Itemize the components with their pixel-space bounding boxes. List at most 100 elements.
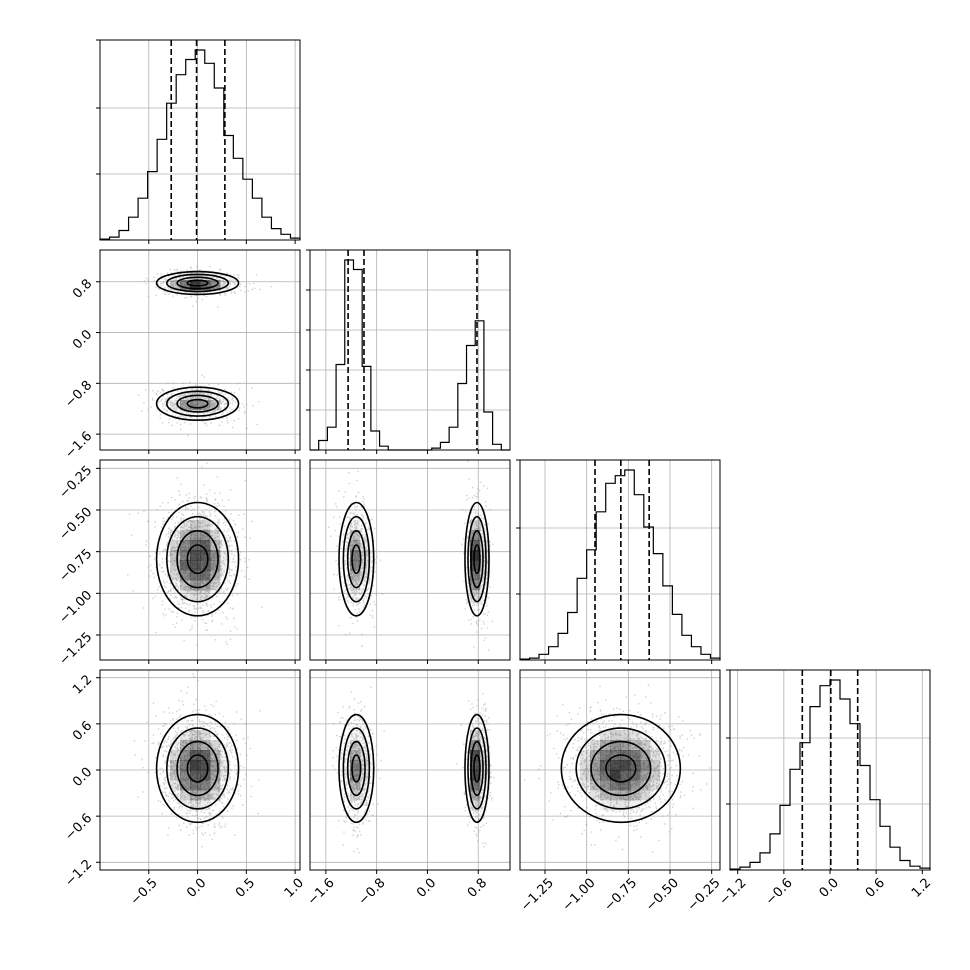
density-cell — [210, 580, 221, 591]
density-cell — [360, 570, 371, 581]
hist-line-1 — [99, 49, 301, 240]
density-cell — [640, 750, 651, 761]
density-cell — [630, 770, 641, 781]
density-cell — [180, 780, 191, 791]
density-cell — [350, 760, 361, 771]
density-cell — [600, 800, 611, 811]
scatter-panel-4-2 — [309, 669, 511, 874]
density-cell — [190, 570, 201, 581]
contour-4-1-1-1-4 — [186, 754, 209, 783]
density-cell — [610, 740, 621, 751]
density-cell — [470, 530, 481, 541]
contour-3-2-1-1-3 — [346, 530, 366, 589]
density-cell — [470, 730, 481, 741]
contour-3-2-1-1-4 — [351, 544, 362, 575]
x-tick-label-3-2: −1.00 — [560, 876, 599, 915]
density-cell — [470, 740, 481, 751]
density-cell — [350, 730, 361, 741]
contour-2-1-1-1-2 — [166, 390, 230, 417]
density-cell — [350, 740, 361, 751]
density-cell — [590, 770, 601, 781]
density-cell — [190, 520, 201, 531]
scatter-panel-3-2 — [309, 459, 511, 664]
y-tick-label-3-4: −0.50 — [57, 505, 96, 544]
density-cell — [170, 530, 181, 541]
contour-4-2-1-1-3 — [346, 740, 366, 797]
contour-3-2-2-1-4 — [473, 544, 481, 575]
density-cell — [470, 800, 481, 811]
contour-2-1-1-2-4 — [186, 279, 209, 287]
density-cell — [600, 790, 611, 801]
contour-2-1-1-2-3 — [176, 276, 219, 290]
density-cell — [200, 400, 211, 411]
density-cell — [640, 790, 651, 801]
density-cell — [610, 800, 621, 811]
density-cell — [210, 550, 221, 561]
contour-4-2-2-1-4 — [473, 754, 481, 783]
y-tick-label-2-2: −0.8 — [62, 378, 95, 411]
density-cell — [600, 730, 611, 741]
scatter-panel-4-1 — [96, 669, 301, 874]
contour-4-2-1-1-4 — [351, 754, 362, 783]
density-cell — [170, 540, 181, 551]
y-tick-label-2-3: 0.0 — [70, 327, 95, 352]
x-tick-label-3-3: −0.75 — [601, 876, 640, 915]
contour-3-1-1-1-2 — [166, 515, 230, 603]
density-cell — [210, 740, 221, 751]
density-cell — [180, 390, 191, 401]
density-cell — [170, 570, 181, 581]
hist-frame-3 — [519, 459, 721, 661]
density-cell — [610, 770, 621, 781]
scatter-content-3-2 — [310, 460, 510, 660]
x-tick-label-4-1: −1.2 — [717, 876, 750, 909]
contour-2-1-1-2-2 — [166, 273, 230, 293]
density-cell — [630, 730, 641, 741]
density-cell — [210, 790, 221, 801]
contour-4-2-1-1-1 — [338, 713, 375, 824]
density-cell — [640, 770, 651, 781]
density-cell — [200, 750, 211, 761]
density-cell — [210, 560, 221, 571]
scatter-content-4-3 — [520, 670, 720, 870]
density-cell — [200, 800, 211, 811]
density-cell — [190, 530, 201, 541]
density-cell — [360, 780, 371, 791]
y-tick-label-4-2: −0.6 — [62, 811, 95, 844]
scatter-panel-3-1 — [96, 459, 301, 664]
density-cell — [170, 550, 181, 561]
density-cell — [180, 760, 191, 771]
density-cell — [180, 280, 191, 291]
density-cell — [590, 760, 601, 771]
density-cell — [630, 800, 641, 811]
density-cell — [470, 570, 481, 581]
density-cell — [200, 730, 211, 741]
density-cell — [200, 740, 211, 751]
density-cell — [630, 790, 641, 801]
density-cell — [470, 540, 481, 551]
density-cell — [210, 400, 221, 411]
density-cell — [200, 560, 211, 571]
density-cell — [220, 280, 231, 291]
density-cell — [200, 570, 211, 581]
density-cell — [200, 760, 211, 771]
contour-3-1-1-1-1 — [155, 501, 240, 617]
density-cell — [210, 530, 221, 541]
density-cell — [200, 790, 211, 801]
density-cell — [580, 750, 591, 761]
density-cell — [180, 570, 191, 581]
density-cell — [590, 740, 601, 751]
density-cell — [620, 770, 631, 781]
hist-line-3 — [519, 469, 721, 660]
contour-4-2-1-1-2 — [342, 727, 371, 810]
scatter-frame-3-2 — [309, 459, 511, 661]
density-cell — [180, 750, 191, 761]
density-cell — [170, 780, 181, 791]
y-tick-label-4-4: 0.6 — [70, 719, 95, 744]
density-cell — [480, 760, 491, 771]
y-tick-label-2-1: −1.6 — [62, 429, 95, 462]
x-tick-label-2-4: 0.8 — [465, 876, 490, 901]
density-cell — [350, 520, 361, 531]
density-cell — [640, 740, 651, 751]
contour-4-3-1-1-3 — [590, 740, 652, 797]
density-cell — [190, 560, 201, 571]
